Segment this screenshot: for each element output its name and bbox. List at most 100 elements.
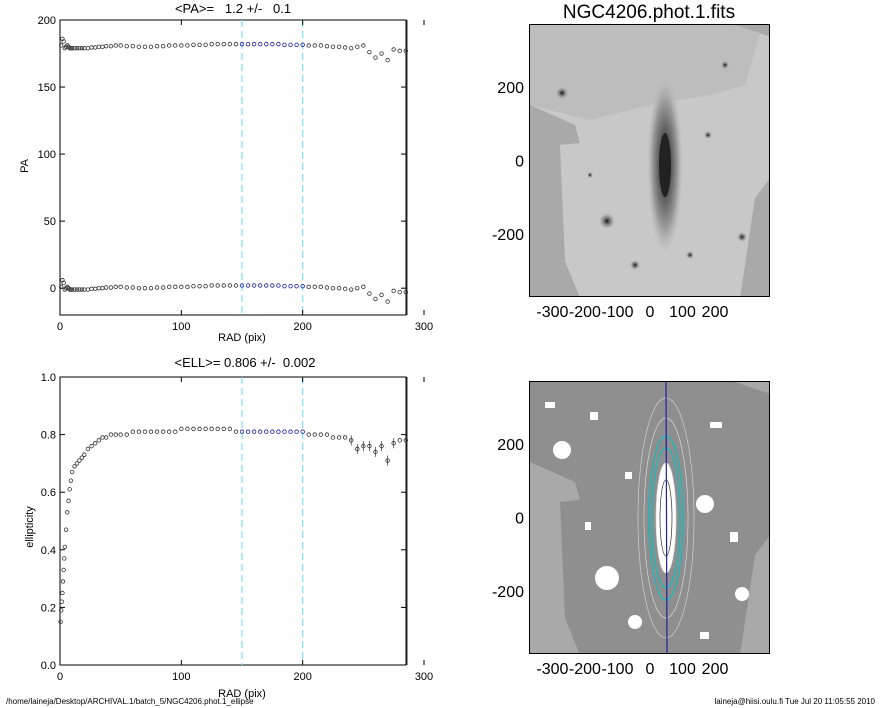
data-point [239,41,245,47]
data-point [330,435,336,440]
y-tick-label: 0.2 [41,602,56,614]
image-y-tick-label: 0 [515,511,524,528]
data-point [179,284,184,290]
data-point [239,429,245,434]
data-point [173,429,178,434]
data-point [203,426,208,432]
data-point [96,44,102,50]
data-point [227,41,233,47]
data-point [179,426,184,432]
chart-title: <PA>= 1.2 +/- 0.1 [175,1,291,16]
data-point [60,579,66,584]
data-point [191,283,196,289]
footer-user-time: laineja@hiisi.oulu.fi Tue Jul 20 11:05:5… [714,697,875,706]
data-point [79,287,85,292]
x-tick-label: 300 [415,321,433,333]
data-point [118,284,123,290]
data-point [96,438,102,443]
data-point [59,284,64,290]
data-point [300,42,305,48]
x-tick-label: 100 [172,671,190,683]
image-y-tick-label: 200 [497,437,524,454]
data-point [166,429,172,434]
data-point [221,283,226,288]
data-point [264,429,269,434]
data-point [185,284,190,290]
x-tick-label: 200 [293,671,311,683]
data-point [373,296,378,302]
data-point [113,284,119,290]
data-point [89,443,94,449]
data-point [100,435,105,440]
y-tick-label: 100 [38,149,56,161]
data-point [148,285,154,291]
data-point [85,45,91,51]
data-point [215,426,220,432]
footer-path: /home/laineja/Desktop/ARCHIVAL.1/batch_5… [6,697,254,706]
data-point [203,283,208,289]
data-point [270,283,275,288]
data-point [100,44,105,50]
data-point [74,461,80,466]
data-point [215,283,220,288]
data-point [191,426,196,432]
x-tick-label: 100 [172,321,190,333]
data-point [239,283,245,288]
data-point [385,299,390,304]
data-point [336,44,342,50]
data-point [130,285,135,290]
data-point [74,45,80,51]
image-x-tick-label: 0 [646,304,655,321]
data-point [221,41,226,47]
y-tick-label: 0 [50,283,56,295]
data-point [276,283,281,288]
data-point [61,280,66,286]
data-point [124,432,129,437]
data-point [270,429,275,434]
data-point [294,429,299,434]
data-point [130,429,135,434]
data-point [72,45,77,51]
data-point [251,41,257,47]
data-point [148,429,154,434]
data-point [361,284,366,290]
data-point [403,290,408,295]
data-point [397,290,402,295]
data-point [191,42,196,48]
data-point [89,286,94,292]
data-point [379,51,384,56]
data-point [355,285,360,291]
data-point [77,287,82,292]
image-x-tick-label: -100 [601,661,633,678]
image-y-tick-label: 0 [515,154,524,171]
data-point [100,285,105,291]
y-tick-label: 0.6 [41,487,56,499]
plot-frame [59,19,407,316]
data-point [60,590,65,596]
data-point [245,429,251,434]
x-axis-label: RAD (pix) [218,688,266,700]
data-point [215,41,220,47]
data-point [77,458,82,463]
plot-frame [59,376,407,666]
data-point [69,469,75,475]
data-point [61,567,66,573]
data-point [342,45,348,50]
image-x-tick-label: 100 [669,661,696,678]
y-tick-label: 50 [44,216,56,228]
data-point [318,432,324,437]
image-y-tick-label: 200 [497,80,524,97]
data-point [373,55,378,60]
major-axis-line [665,382,668,653]
data-point [349,45,354,51]
data-point [233,41,239,47]
data-point [251,429,257,434]
data-point [264,283,269,288]
y-tick-label: 150 [38,82,56,94]
data-point [92,286,98,292]
data-point [282,42,287,48]
data-point [103,435,109,440]
data-point [77,45,82,51]
data-point [62,556,67,561]
